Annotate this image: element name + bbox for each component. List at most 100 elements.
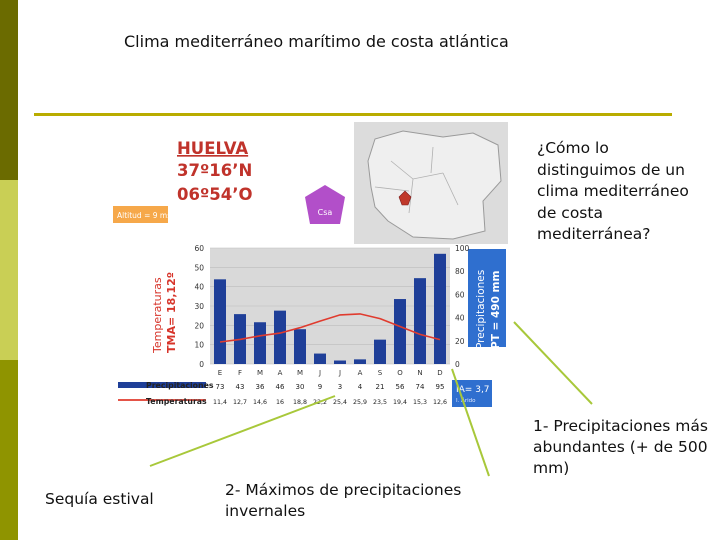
- aridity-value: IA= 3,7: [456, 385, 490, 395]
- koppen-pentagon-icon: [305, 185, 345, 224]
- prec-axis-title: Precipitaciones: [475, 270, 487, 349]
- annotation-summer-drought: Sequía estival: [45, 490, 154, 508]
- temp-axis-title: Temperaturas: [151, 277, 164, 354]
- station-name: HUELVA: [177, 139, 248, 158]
- precipitation-bar: [374, 339, 386, 364]
- month-label: O: [397, 369, 403, 377]
- prec-table-value: 36: [256, 383, 265, 391]
- precipitation-bar: [314, 353, 326, 364]
- legend-temp-label: Temperaturas: [146, 397, 207, 406]
- altitude-badge: [113, 206, 168, 223]
- temp-axis-box: [142, 261, 182, 353]
- legend-prec-swatch: [118, 382, 206, 388]
- temp-table-value: 12,7: [233, 399, 247, 406]
- precipitation-bar: [394, 299, 406, 364]
- precipitation-bar: [354, 359, 366, 364]
- prec-table-value: 56: [396, 383, 405, 391]
- temp-table-value: 14,6: [253, 399, 267, 406]
- month-label: M: [257, 369, 263, 377]
- month-label: A: [358, 369, 363, 377]
- right-axis-ticks: 0 20 40 60 80 100: [455, 244, 470, 369]
- location-map: [354, 122, 508, 244]
- right-tick-label: 100: [455, 244, 470, 253]
- left-tick-label: 60: [194, 244, 204, 253]
- annotation-winter-maximum: 2- Máximos de precipitaciones invernales: [225, 481, 462, 520]
- month-label: D: [437, 369, 442, 377]
- prec-table-value: 43: [236, 383, 245, 391]
- title-divider: [34, 113, 672, 116]
- right-tick-label: 0: [455, 360, 460, 369]
- month-label: E: [218, 369, 222, 377]
- slide-title: Clima mediterráneo marítimo de costa atl…: [124, 32, 509, 51]
- precipitation-bar: [294, 329, 306, 364]
- left-tick-label: 20: [194, 321, 204, 330]
- temp-table-value: 18,8: [293, 399, 307, 406]
- right-tick-label: 60: [455, 290, 465, 299]
- altitude-text: Altitud = 9 ms: [117, 211, 171, 220]
- month-label: J: [318, 369, 321, 377]
- precipitation-bar: [214, 279, 226, 364]
- plot-grid: [210, 247, 450, 365]
- precipitation-bar: [434, 253, 446, 364]
- left-tick-label: 40: [194, 283, 204, 292]
- location-star-icon: [398, 190, 412, 206]
- prec-table-value: 46: [276, 383, 285, 391]
- map-peninsula: [367, 130, 502, 240]
- temp-table-value: 12,6: [433, 399, 447, 406]
- prec-table-value: 95: [436, 383, 445, 391]
- arrow-to-total: [513, 321, 593, 405]
- month-label: S: [378, 369, 383, 377]
- month-label: J: [338, 369, 341, 377]
- pt-value: PT = 490 mm: [490, 271, 502, 349]
- prec-values-row: 73 43 36 46 30 9 3 4 21 56 74 95: [216, 383, 445, 391]
- prec-table-value: 30: [296, 383, 305, 391]
- koppen-label: Csa: [318, 208, 333, 217]
- annotation-precipitation-total: 1- Precipitaciones más abundantes (+ de …: [533, 417, 708, 477]
- left-tick-label: 50: [194, 263, 204, 272]
- temp-table-value: 23,5: [373, 399, 387, 406]
- climogram-svg: HUELVA 37º16’N 06º54’O Altitud = 9 ms Cs…: [113, 122, 508, 407]
- station-longitude: 06º54’O: [177, 185, 253, 204]
- temp-table-value: 25,9: [353, 399, 367, 406]
- map-borders: [374, 146, 459, 214]
- slide-sidebar-stripe: [0, 0, 18, 540]
- temp-table-value: 15,3: [413, 399, 427, 406]
- month-label: N: [417, 369, 422, 377]
- temp-table-value: 11,4: [213, 399, 227, 406]
- precipitation-bar: [414, 278, 426, 364]
- left-tick-label: 0: [199, 360, 204, 369]
- prec-table-value: 21: [376, 383, 385, 391]
- prec-table-value: 4: [358, 383, 363, 391]
- precipitation-bar: [274, 310, 286, 364]
- stripe-segment-mid: [0, 360, 18, 540]
- precipitation-bar: [254, 322, 266, 364]
- prec-axis-box: [468, 249, 506, 347]
- comparison-question: ¿Cómo lo distinguimos de un clima medite…: [537, 139, 689, 243]
- month-label: F: [238, 369, 242, 377]
- tma-value: TMA= 18,12º: [165, 272, 178, 353]
- precipitation-bar: [334, 360, 346, 364]
- temp-table-value: 25,4: [333, 399, 347, 406]
- right-tick-label: 20: [455, 337, 465, 346]
- temp-table-value: 19,4: [393, 399, 407, 406]
- station-latitude: 37º16’N: [177, 161, 252, 180]
- stripe-segment-dark: [0, 0, 18, 180]
- month-row: [210, 365, 450, 379]
- temperature-line: [219, 313, 441, 343]
- prec-table-value: 74: [416, 383, 425, 391]
- legend-prec-label: Precipitaciones: [146, 381, 214, 390]
- prec-table-value: 3: [338, 383, 342, 391]
- temp-table-value: 22,2: [313, 399, 327, 406]
- right-tick-label: 80: [455, 267, 465, 276]
- temp-table-value: 16: [276, 399, 284, 406]
- prec-table-value: 73: [216, 383, 225, 391]
- left-tick-label: 10: [194, 341, 204, 350]
- month-label: A: [278, 369, 283, 377]
- right-tick-label: 40: [455, 314, 465, 323]
- aridity-caption: I. Árido: [456, 397, 476, 404]
- climate-figure: HUELVA 37º16’N 06º54’O Altitud = 9 ms Cs…: [113, 121, 509, 413]
- stripe-segment-light: [0, 180, 18, 360]
- left-tick-label: 30: [194, 302, 204, 311]
- prec-table-value: 9: [318, 383, 322, 391]
